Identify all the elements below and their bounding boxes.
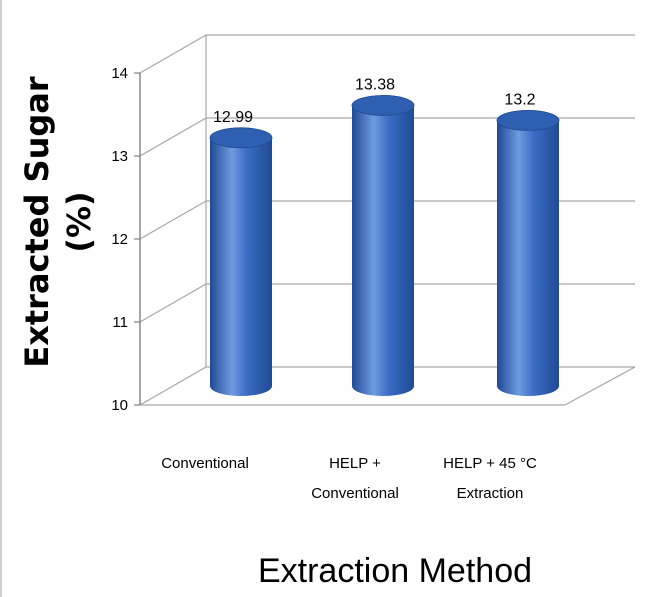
data-label: 13.38 (355, 76, 395, 93)
bar-body (352, 105, 414, 397)
x-tick-label: Conventional (161, 455, 249, 472)
y-axis-title-line1: Extracted Sugar (18, 76, 56, 368)
bar (209, 127, 273, 396)
gridline-depth (139, 200, 207, 240)
bar-top (351, 95, 415, 116)
y-tick-labels: 10 11 12 13 14 (111, 65, 128, 414)
gridline-depth (139, 117, 207, 157)
data-labels: 12.99 13.38 13.2 (213, 76, 536, 125)
bar (351, 95, 415, 397)
gridline-depth (139, 366, 207, 406)
x-tick-labels: Conventional HELP + Conventional HELP + 45 … (161, 455, 537, 502)
bar-body (210, 137, 272, 396)
y-axis (134, 72, 141, 406)
bars (209, 95, 560, 397)
y-tick-label: 14 (111, 65, 128, 82)
x-tick-label: HELP + 45 °C (443, 455, 537, 472)
gridline-depth (139, 283, 207, 323)
y-axis-title-line2: (%) (60, 191, 98, 252)
x-axis-title: Extraction Method (258, 552, 532, 590)
x-tick-label: HELP + (329, 455, 381, 472)
data-label: 12.99 (213, 109, 253, 126)
floor-right-edge (564, 366, 636, 406)
frame-border (0, 0, 2, 597)
bar (496, 110, 560, 397)
gridline-depth (139, 34, 207, 74)
y-tick-label: 11 (112, 314, 128, 331)
x-tick-label: Conventional (311, 485, 399, 502)
bar-body (497, 120, 559, 397)
bar-top (496, 110, 560, 131)
gridlines (139, 34, 636, 406)
y-axis-title: Extracted Sugar (%) (18, 76, 98, 368)
bar-top (209, 127, 273, 149)
y-tick-label: 10 (111, 397, 128, 414)
y-tick-label: 12 (111, 231, 128, 248)
x-tick-label: Extraction (457, 485, 524, 502)
y-tick-label: 13 (111, 148, 128, 165)
data-label: 13.2 (504, 91, 535, 108)
